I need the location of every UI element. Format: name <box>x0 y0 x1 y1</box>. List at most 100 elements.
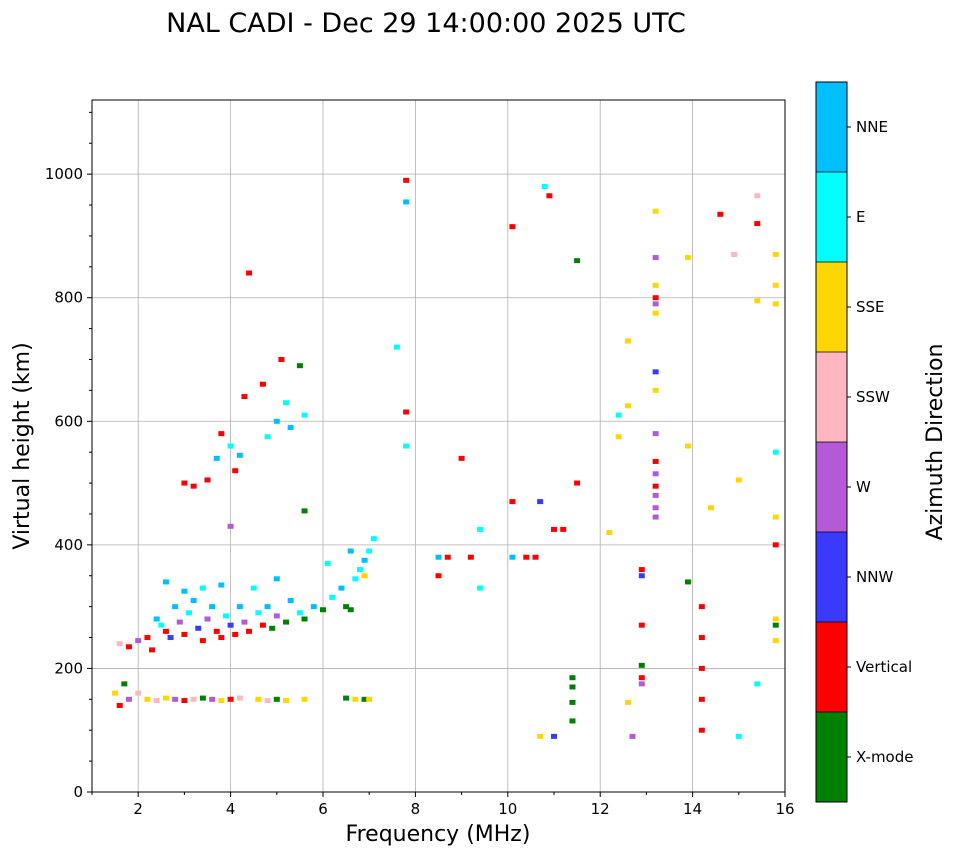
data-point <box>652 295 659 301</box>
data-point <box>125 644 132 650</box>
y-tick-label: 800 <box>54 289 83 307</box>
data-point <box>232 468 239 474</box>
data-point <box>135 690 142 696</box>
data-point <box>310 604 317 610</box>
data-point <box>343 695 350 701</box>
data-point <box>116 703 123 708</box>
x-tick-label: 2 <box>133 800 143 818</box>
data-point <box>283 619 290 625</box>
data-point <box>403 199 410 205</box>
data-point <box>366 548 373 554</box>
data-point <box>606 530 613 535</box>
data-point <box>754 681 761 687</box>
data-point <box>172 696 179 702</box>
x-tick-label: 12 <box>591 800 610 818</box>
data-point <box>361 573 368 579</box>
data-point <box>343 604 350 610</box>
data-point <box>222 613 229 619</box>
data-point <box>236 695 243 701</box>
data-point <box>652 208 659 214</box>
data-point <box>638 675 645 681</box>
data-point <box>698 604 705 610</box>
data-point <box>218 698 225 704</box>
data-point <box>181 480 188 486</box>
data-point <box>541 184 548 189</box>
data-point <box>772 514 779 520</box>
x-tick-label: 14 <box>683 800 702 818</box>
data-point <box>735 733 742 739</box>
colorbar-segment <box>816 262 847 352</box>
data-point <box>162 628 169 634</box>
data-point <box>283 698 290 704</box>
data-point <box>444 554 451 560</box>
data-point <box>190 696 197 702</box>
data-point <box>209 604 216 610</box>
data-point <box>144 635 151 641</box>
data-point <box>199 585 206 591</box>
data-point <box>574 480 581 486</box>
data-point <box>366 696 373 702</box>
data-point <box>638 681 645 687</box>
x-axis: 2 4 6 8 10 12 14 16 <box>91 792 795 818</box>
data-point <box>172 604 179 610</box>
data-point <box>772 301 779 307</box>
data-point <box>204 477 211 483</box>
data-point <box>735 477 742 483</box>
data-point <box>615 412 622 418</box>
data-point <box>324 560 331 566</box>
data-point <box>241 394 248 400</box>
data-point <box>629 733 636 739</box>
data-points <box>112 177 779 739</box>
data-point <box>135 638 142 644</box>
data-point <box>162 695 169 701</box>
y-tick-label: 600 <box>54 412 83 430</box>
data-point <box>232 631 239 637</box>
data-point <box>537 733 544 739</box>
data-point <box>199 638 206 644</box>
colorbar-segment <box>816 622 847 712</box>
y-axis: 0 200 400 600 800 1000 <box>45 111 92 801</box>
data-point <box>624 403 631 409</box>
colorbar-category-label: NNW <box>856 568 893 586</box>
data-point <box>176 619 183 625</box>
data-point <box>652 282 659 288</box>
data-point <box>393 344 400 350</box>
data-point <box>209 696 216 702</box>
data-point <box>652 505 659 511</box>
x-tick-label: 6 <box>318 800 328 818</box>
data-point <box>356 567 363 573</box>
data-point <box>213 628 220 634</box>
x-axis-label: Frequency (MHz) <box>346 822 531 847</box>
y-tick-label: 0 <box>73 783 83 801</box>
data-point <box>652 471 659 477</box>
data-point <box>352 576 359 582</box>
data-point <box>158 622 165 628</box>
data-point <box>708 505 715 511</box>
y-axis-label: Virtual height (km) <box>10 342 35 549</box>
data-point <box>264 604 271 610</box>
data-point <box>638 567 645 573</box>
data-point <box>301 696 308 702</box>
data-point <box>190 597 197 603</box>
data-point <box>477 585 484 591</box>
colorbar-category-label: SSE <box>856 298 885 316</box>
colorbar-category-label: SSW <box>856 388 890 406</box>
data-point <box>227 622 234 628</box>
data-point <box>250 585 257 591</box>
data-point <box>370 536 377 542</box>
data-point <box>204 616 211 622</box>
data-point <box>287 424 294 430</box>
grid-lines <box>92 100 785 792</box>
data-point <box>296 363 303 369</box>
data-point <box>546 193 553 199</box>
data-point <box>403 409 410 415</box>
data-point <box>772 449 779 455</box>
data-point <box>236 452 243 458</box>
data-point <box>283 400 290 406</box>
data-point <box>181 588 188 594</box>
data-point <box>278 357 285 362</box>
data-point <box>361 696 368 702</box>
data-point <box>213 455 220 461</box>
data-point <box>615 434 622 440</box>
colorbar-segment <box>816 442 847 532</box>
